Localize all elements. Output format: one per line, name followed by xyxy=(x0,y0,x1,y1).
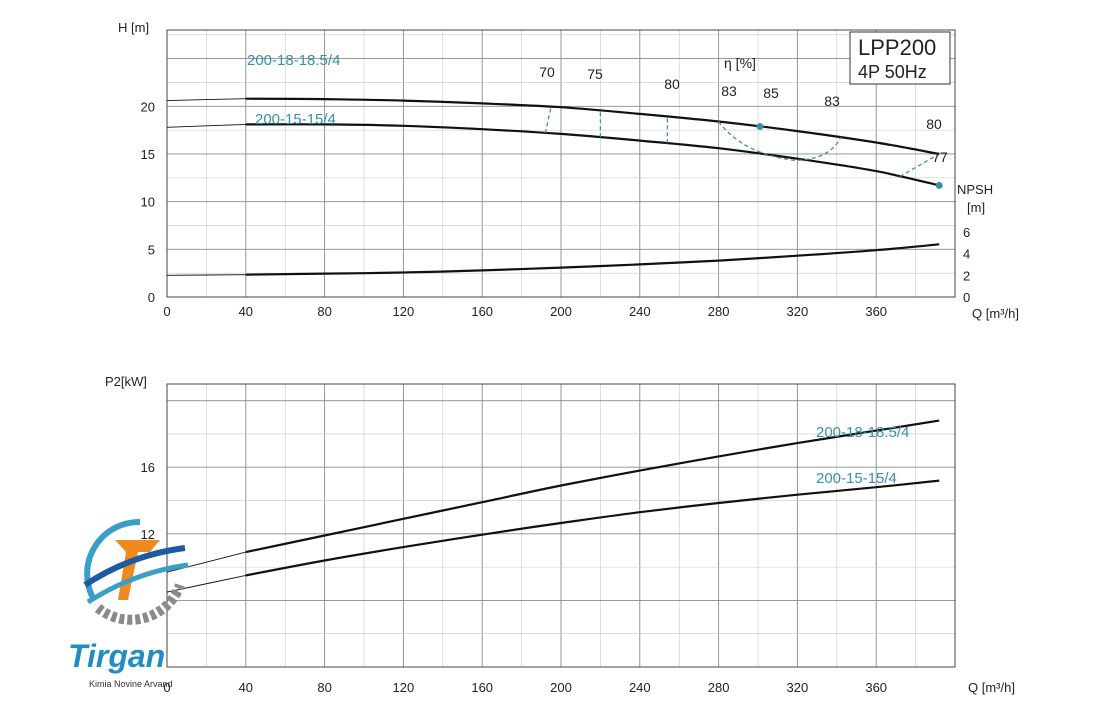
head-curve-200-15-15 xyxy=(245,123,940,187)
y-tick-label: 5 xyxy=(148,242,155,257)
x-tick-label: 160 xyxy=(471,304,493,319)
end-point-marker xyxy=(935,181,943,189)
x-tick-label: 360 xyxy=(865,304,887,319)
x-tick-label: 0 xyxy=(163,680,170,695)
efficiency-label: 80 xyxy=(926,116,942,132)
model-title-box: LPP200 4P 50Hz xyxy=(849,31,951,85)
efficiency-iso-curve-83 xyxy=(718,121,842,161)
x-tick-label: 80 xyxy=(317,680,331,695)
best-efficiency-point xyxy=(756,123,764,131)
efficiency-label: 70 xyxy=(539,64,555,80)
head-curve-200-18-18-5-extension xyxy=(166,98,246,102)
npsh-axis-unit: [m] xyxy=(967,200,985,215)
y-axis-label: P2[kW] xyxy=(105,374,147,389)
npsh-curve xyxy=(245,243,940,276)
model-title: LPP200 xyxy=(858,35,936,60)
y-tick-label: 15 xyxy=(141,147,155,162)
x-tick-label: 280 xyxy=(708,680,730,695)
x-tick-label: 0 xyxy=(163,304,170,319)
x-tick-label: 120 xyxy=(393,680,415,695)
y-axis-label: H [m] xyxy=(118,20,149,35)
efficiency-label: 83 xyxy=(721,83,737,99)
y-tick-label: 16 xyxy=(141,460,155,475)
head-curve-200-15-15-extension xyxy=(166,123,246,128)
power-curve-200-15-15 xyxy=(245,479,940,577)
efficiency-iso-line xyxy=(544,106,552,134)
x-tick-label: 320 xyxy=(787,680,809,695)
y-tick-label: 20 xyxy=(141,99,155,114)
x-tick-label: 320 xyxy=(787,304,809,319)
npsh-tick-label: 6 xyxy=(963,225,970,240)
y-tick-label: 12 xyxy=(141,527,155,542)
x-tick-label: 280 xyxy=(708,304,730,319)
x-tick-label: 200 xyxy=(550,680,572,695)
npsh-tick-label: 0 xyxy=(963,290,970,305)
power-curve-200-18-18-5 xyxy=(245,419,940,554)
y-tick-label: 0 xyxy=(148,290,155,305)
x-tick-label: 80 xyxy=(317,304,331,319)
x-tick-label: 120 xyxy=(393,304,415,319)
x-tick-label: 40 xyxy=(239,304,253,319)
x-axis-label: Q [m³/h] xyxy=(968,680,1015,695)
efficiency-label: 77 xyxy=(932,149,948,165)
npsh-tick-label: 2 xyxy=(963,268,970,283)
y-tick-label: 10 xyxy=(141,195,155,210)
x-axis-label: Q [m³/h] xyxy=(972,306,1019,321)
x-tick-label: 360 xyxy=(865,680,887,695)
logo-tagline: Kimia Novine Arvand xyxy=(89,679,173,689)
series-label-200-15-15: 200-15-15/4 xyxy=(255,111,336,128)
x-tick-label: 200 xyxy=(550,304,572,319)
efficiency-label: 80 xyxy=(664,76,680,92)
logo-name: Tirgan xyxy=(68,638,165,674)
x-tick-label: 240 xyxy=(629,304,651,319)
efficiency-label: 85 xyxy=(763,85,779,101)
plot-frame xyxy=(166,29,956,298)
efficiency-iso-line-80 xyxy=(899,153,940,178)
series-label-200-18-18-5: 200-18-18.5/4 xyxy=(247,52,340,69)
efficiency-label: 83 xyxy=(824,93,840,109)
head-npsh-plot: 0 40 80 120 160 200 240 280 320 360051015200246H … xyxy=(118,20,1019,321)
npsh-curve-extension xyxy=(166,274,246,276)
series-label-200-15-15: 200-15-15/4 xyxy=(816,470,897,487)
model-subtitle: 4P 50Hz xyxy=(858,62,927,82)
x-tick-label: 40 xyxy=(239,680,253,695)
power-plot: 0 40 80 120 160 200 240 280 320 360 12 16 P2[kW] Q [m… xyxy=(105,374,1015,695)
plot-frame xyxy=(166,383,956,668)
tirgan-logo: Tirgan Kimia Novine Arvand xyxy=(68,518,189,689)
npsh-axis-label: NPSH xyxy=(957,182,993,197)
power-curve-200-18-18-5-extension xyxy=(166,551,246,573)
x-tick-label: 160 xyxy=(471,680,493,695)
series-label-200-18-18-5: 200-18-18.5/4 xyxy=(816,424,909,441)
efficiency-axis-label: η [%] xyxy=(724,55,756,71)
npsh-tick-label: 4 xyxy=(963,247,970,262)
efficiency-label: 75 xyxy=(587,66,603,82)
x-tick-label: 240 xyxy=(629,680,651,695)
head-curve-200-18-18-5 xyxy=(245,97,940,156)
